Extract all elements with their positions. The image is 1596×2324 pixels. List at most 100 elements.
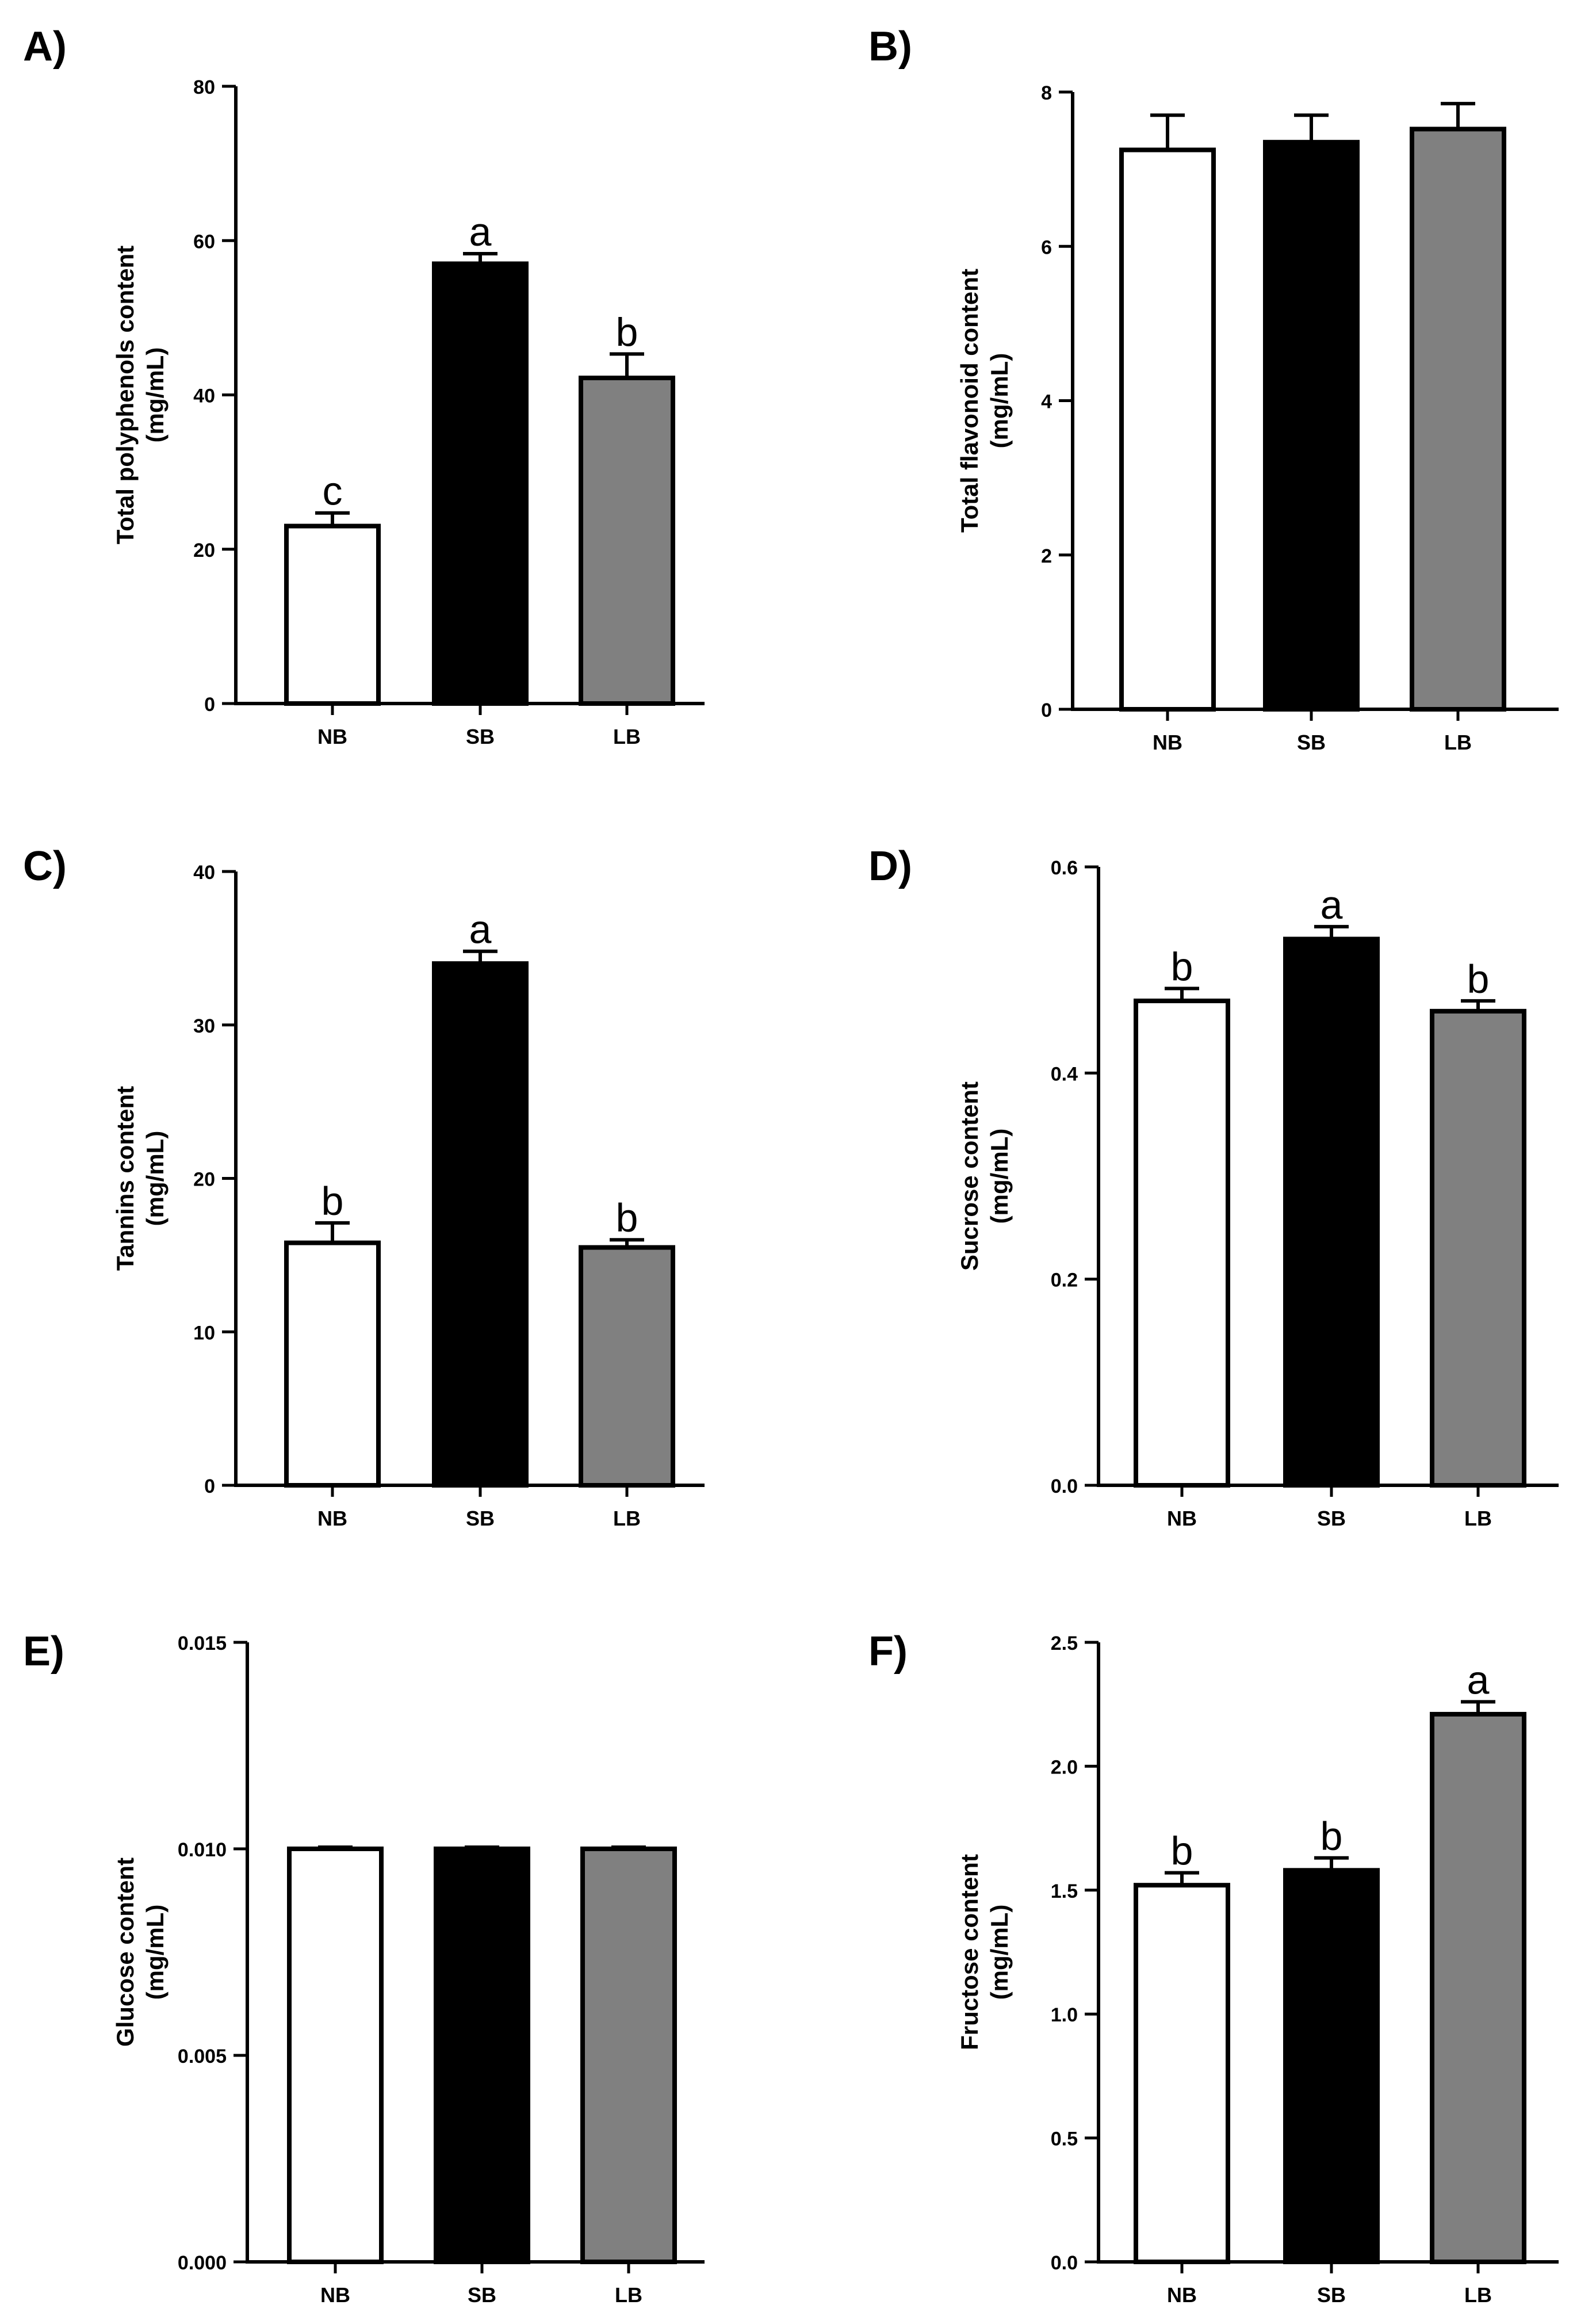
y-tick-label: 80 [193,77,215,98]
y-tick-label: 0.2 [1051,1270,1078,1291]
significance-letter: b [1321,1814,1343,1859]
chart-panel: D) Sucrose content (mg/mL) 0.0 0.2 0.4 0.6 b NB a… [868,843,1559,1530]
y-axis-label: Total flavonoid content (mg/mL) [956,269,1013,533]
significance-letter: b [1171,944,1193,989]
x-tick-label: LB [615,2283,642,2307]
y-tick-label: 10 [193,1322,215,1344]
chart-panel: F) Fructose content (mg/mL) 0.0 0.5 1.0 1.5 2.0… [868,1629,1559,2307]
y-axis-label-line2: (mg/mL) [141,1131,169,1226]
x-tick-label: LB [1444,731,1472,754]
chart-panel: A) Total polyphenols content (mg/mL) 0 20 40 6… [23,24,705,748]
significance-letter: b [322,1179,344,1224]
y-axis-label-line2: (mg/mL) [986,353,1013,449]
x-tick-label: NB [320,2283,350,2307]
x-tick-label: SB [466,1507,495,1530]
y-axis-label-line2: (mg/mL) [986,1905,1013,2000]
x-tick-label: SB [1297,731,1326,754]
y-tick-label: 0.5 [1051,2128,1078,2150]
y-tick-label: 60 [193,231,215,253]
bar [1119,147,1216,712]
bar [287,1847,384,2264]
x-tick-label: NB [1167,2283,1197,2307]
y-tick-label: 20 [193,1169,215,1191]
y-tick-label: 2.5 [1051,1633,1078,1654]
bar [1263,140,1360,712]
y-axis-label: Fructose content (mg/mL) [956,1854,1013,2050]
chart-panel: E) Glucose content (mg/mL) 0.000 0.005 0.010 0… [23,1629,705,2307]
y-axis-label-line1: Fructose content [956,1854,983,2050]
x-tick-label: LB [1464,1507,1492,1530]
chart-panel: C) Tannins content (mg/mL) 0 10 20 30 40 b NB a SB b… [23,843,705,1530]
bar [434,1847,530,2264]
y-tick-label: 0.015 [178,1633,227,1654]
y-tick-label: 40 [193,385,215,407]
x-tick-label: LB [1464,2283,1492,2307]
bar [1283,937,1380,1488]
x-tick-label: SB [468,2283,496,2307]
panel-label: C) [23,843,67,889]
x-tick-label: LB [613,1507,641,1530]
significance-letter: a [1467,1657,1490,1702]
y-axis-label-line1: Total polyphenols content [112,246,139,545]
y-tick-label: 4 [1041,391,1052,413]
y-tick-label: 0.6 [1051,857,1078,879]
panel-label: E) [23,1629,64,1675]
bar [579,375,675,706]
x-tick-label: NB [317,725,347,748]
bar [432,961,529,1488]
x-tick-label: SB [1317,1507,1346,1530]
bar [1283,1868,1380,2264]
y-tick-label: 2.0 [1051,1756,1078,1778]
y-tick-label: 1.5 [1051,1880,1078,1902]
y-tick-label: 0.0 [1051,2252,1078,2274]
significance-letter: a [1321,882,1343,927]
bar [1410,127,1506,712]
x-tick-label: NB [317,1507,347,1530]
x-tick-label: SB [466,725,495,748]
y-axis-label-line1: Glucose content [112,1857,139,2047]
bar [1134,1883,1230,2265]
bar [284,523,381,706]
y-tick-label: 0.000 [178,2252,227,2274]
y-tick-label: 1.0 [1051,2004,1078,2026]
bar [1134,998,1230,1488]
significance-letter: c [323,469,343,514]
x-tick-label: LB [613,725,641,748]
significance-letter: b [616,309,638,354]
y-tick-label: 20 [193,540,215,561]
y-axis-label-line2: (mg/mL) [141,347,169,443]
significance-letter: b [1467,957,1490,1002]
significance-letter: b [1171,1829,1193,1874]
panel-label: A) [23,24,67,70]
y-axis-label-line1: Sucrose content [956,1081,983,1271]
y-tick-label: 0.4 [1051,1063,1078,1085]
y-axis-label: Glucose content (mg/mL) [112,1857,169,2047]
y-axis-label: Tannins content (mg/mL) [112,1086,169,1271]
y-tick-label: 0.0 [1051,1476,1078,1497]
y-axis-label: Sucrose content (mg/mL) [956,1081,1013,1271]
significance-letter: a [469,907,492,952]
y-axis-label-line2: (mg/mL) [141,1905,169,2000]
y-tick-label: 2 [1041,545,1052,567]
y-tick-label: 0.005 [178,2046,227,2067]
panel-label: F) [868,1629,908,1675]
x-tick-label: NB [1167,1507,1197,1530]
panel-label: B) [868,24,912,70]
bar [1430,1008,1526,1488]
y-axis-label-line1: Total flavonoid content [956,269,983,533]
panel-label: D) [868,843,912,889]
y-axis-label-line1: Tannins content [112,1086,139,1271]
significance-letter: a [469,209,492,254]
y-tick-label: 8 [1041,82,1052,104]
y-tick-label: 6 [1041,236,1052,258]
bar [1430,1711,1526,2264]
y-tick-label: 40 [193,862,215,884]
y-axis-label: Total polyphenols content (mg/mL) [112,246,169,545]
y-tick-label: 0.010 [178,1839,227,1861]
y-tick-label: 0 [1041,700,1052,721]
bar [580,1847,677,2264]
bar [579,1245,675,1488]
chart-panel: B) Total flavonoid content (mg/mL) 0 2 4 6 8 NB S… [868,24,1559,754]
bar [432,261,529,706]
